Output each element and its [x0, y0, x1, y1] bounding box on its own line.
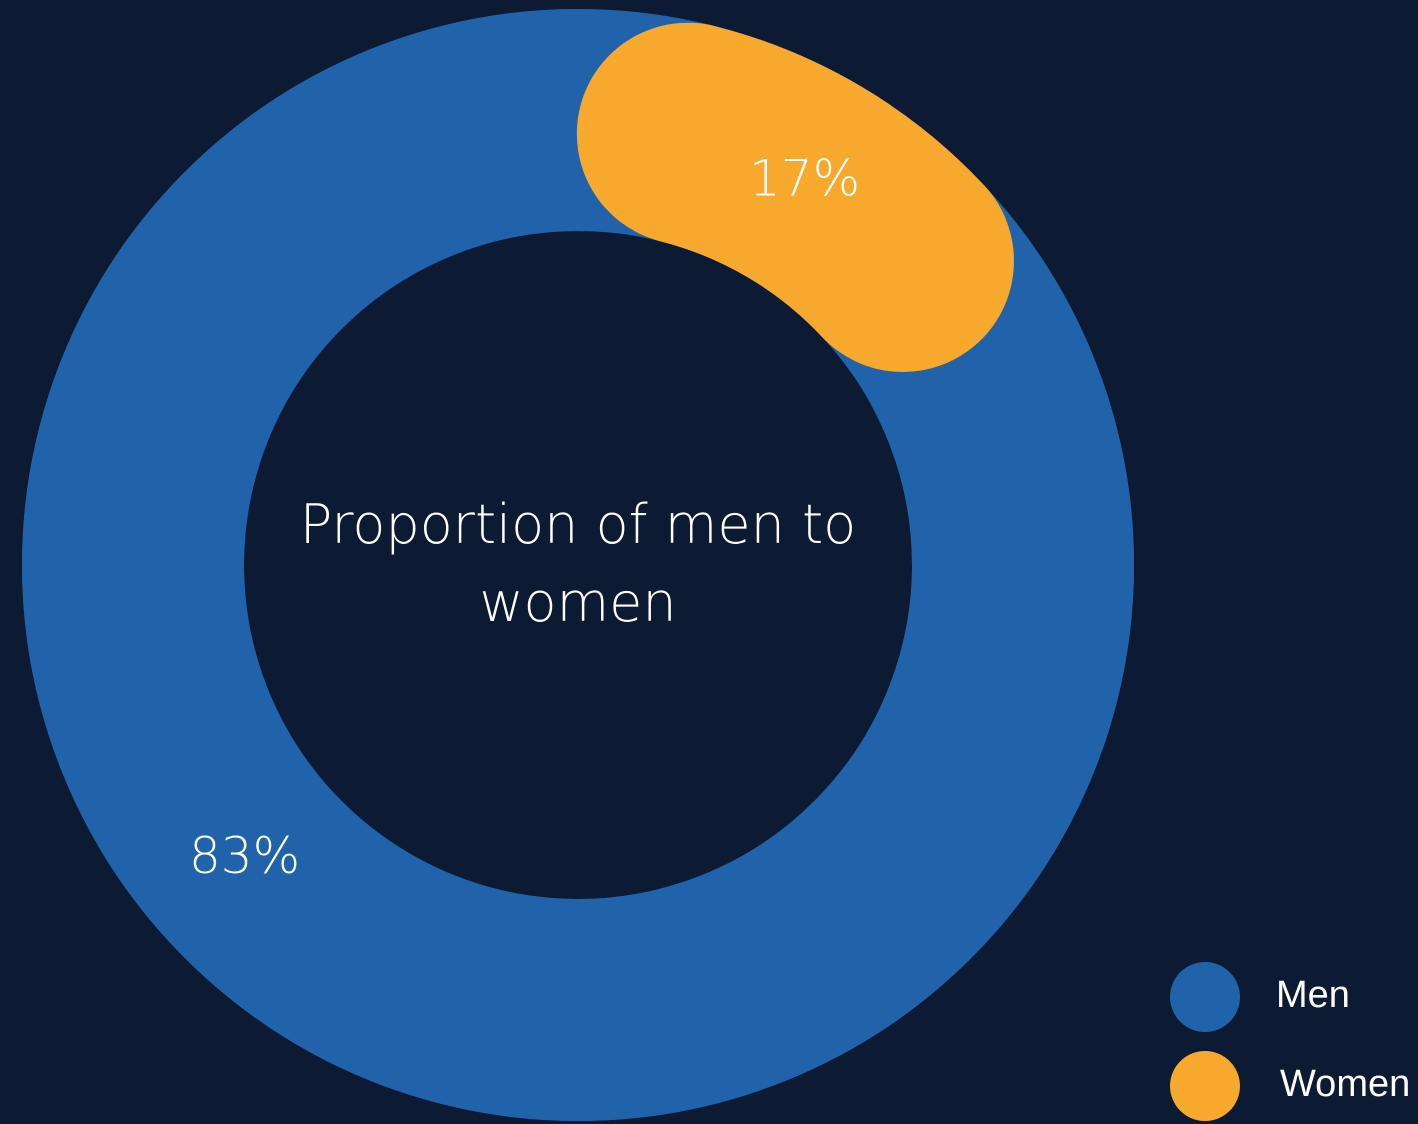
legend-swatch — [1170, 1051, 1240, 1121]
donut-segment — [22, 9, 1134, 1121]
legend-swatch — [1170, 962, 1240, 1032]
chart-title: Proportion of men to women — [299, 493, 857, 634]
legend-label: Men — [1276, 974, 1350, 1016]
legend-label: Women — [1280, 1063, 1410, 1105]
value-label: 83% — [189, 827, 300, 885]
value-label: 17% — [749, 149, 860, 207]
donut-segment — [576, 22, 1014, 372]
